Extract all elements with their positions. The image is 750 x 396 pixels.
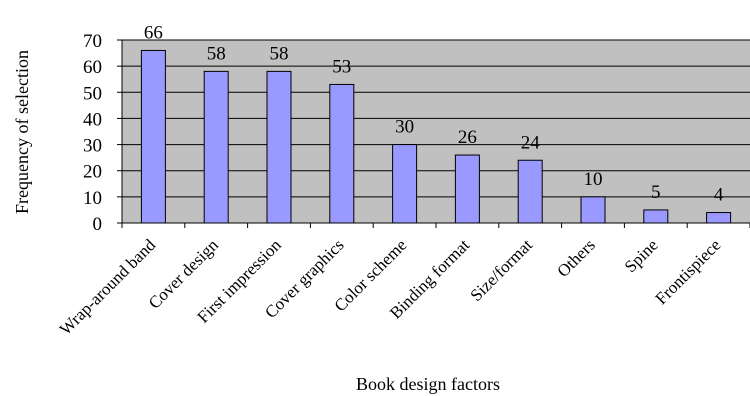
data-label: 58 [207, 43, 226, 64]
category-label: Size/format [467, 235, 537, 305]
bar [329, 83, 355, 224]
data-label: 66 [144, 22, 163, 43]
data-label: 53 [332, 56, 351, 77]
y-tick-label: 10 [83, 188, 102, 209]
y-tick-label: 0 [93, 214, 103, 235]
bar [454, 154, 480, 224]
y-axis-title: Frequency of selection [12, 50, 32, 214]
data-label: 4 [714, 185, 724, 206]
bar [392, 144, 418, 224]
bar [580, 196, 606, 224]
axes [117, 39, 750, 228]
x-axis-title: Book design factors [356, 374, 500, 394]
category-label: Wrap-around band [56, 235, 160, 339]
bar [517, 159, 543, 224]
bar [140, 49, 166, 224]
category-label: Others [553, 235, 598, 280]
y-tick-label: 60 [83, 57, 102, 78]
bar [203, 70, 229, 224]
y-tick-labels: 0 10 20 30 40 50 60 70 [83, 31, 102, 235]
data-label: 26 [458, 127, 477, 148]
y-tick-label: 70 [83, 31, 102, 52]
y-tick-label: 20 [83, 162, 102, 183]
data-labels: 66 58 58 53 30 26 24 10 5 4 [144, 22, 724, 205]
data-label: 30 [395, 117, 414, 138]
data-label: 24 [521, 132, 541, 153]
category-label: Spine [621, 235, 662, 276]
bar [643, 209, 669, 224]
y-tick-label: 50 [83, 83, 102, 104]
y-tick-label: 30 [83, 136, 102, 157]
data-label: 10 [584, 169, 603, 190]
data-label: 5 [651, 182, 661, 203]
y-tick-label: 40 [83, 109, 102, 130]
category-label: Frontispiece [652, 235, 725, 308]
data-label: 58 [270, 43, 289, 64]
bar [706, 212, 732, 224]
bar [266, 70, 292, 224]
